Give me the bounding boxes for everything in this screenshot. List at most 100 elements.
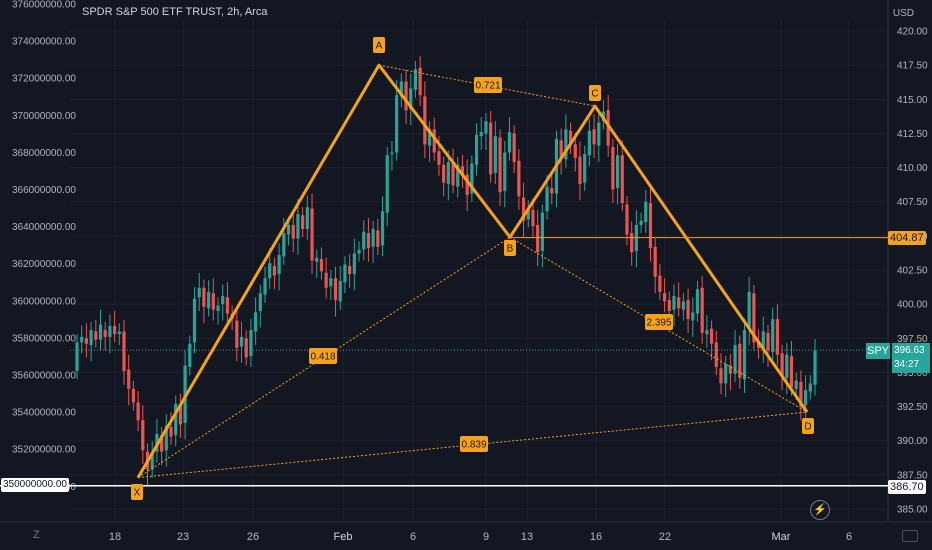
candle-body xyxy=(117,331,121,335)
candle-body xyxy=(136,402,140,421)
candle-body xyxy=(738,343,742,378)
x-axis-tick: 26 xyxy=(247,531,259,543)
candle-body xyxy=(348,265,352,275)
left-axis-tick: 370000000.00 xyxy=(12,111,76,122)
lightning-icon[interactable]: ⚡ xyxy=(810,500,830,520)
point-a-label-text: A xyxy=(376,41,383,52)
candle-body xyxy=(794,380,798,389)
zoom-icon[interactable]: Z xyxy=(33,529,40,541)
candle-body xyxy=(216,305,220,311)
candle-body xyxy=(113,325,117,335)
candle-body xyxy=(611,147,615,190)
right-axis-tick: 412.50 xyxy=(897,129,928,140)
candle-body xyxy=(89,330,93,346)
spy-symbol-tag: SPY xyxy=(866,343,890,359)
candle-body xyxy=(395,95,399,153)
candle-body xyxy=(813,350,817,385)
candle-body xyxy=(108,325,112,337)
candle-body xyxy=(305,207,309,230)
candle-body xyxy=(503,152,507,191)
candle-body xyxy=(587,130,591,156)
x-axis-tick: 23 xyxy=(177,531,189,543)
candle-body xyxy=(338,280,342,302)
candle-body xyxy=(423,96,427,145)
candle-body xyxy=(380,211,385,246)
candle-body xyxy=(385,155,389,213)
candle-body xyxy=(714,342,718,367)
candle-body xyxy=(540,212,544,251)
x-axis-tick: 6 xyxy=(846,531,852,543)
left-axis-tick: 356000000.00 xyxy=(12,371,76,382)
candle-body xyxy=(808,383,812,392)
point-d-label: D xyxy=(802,418,814,434)
left-axis-tick: 360000000.00 xyxy=(12,296,76,307)
left-axis-tick: 362000000.00 xyxy=(12,259,76,270)
candle-body xyxy=(418,67,422,96)
candle-body xyxy=(705,330,709,335)
right-axis-tick: 415.00 xyxy=(897,95,928,106)
candle-body xyxy=(333,278,338,301)
candle-body xyxy=(174,403,178,436)
candle-body xyxy=(479,132,483,137)
candle-body xyxy=(803,390,808,406)
candle-body xyxy=(286,224,291,235)
ratio-bd-label-text: 2.395 xyxy=(646,318,671,329)
candle-body xyxy=(672,295,676,310)
candle-body xyxy=(258,293,262,311)
candle-body xyxy=(648,203,653,249)
point-a-label: A xyxy=(373,37,385,53)
candle-body xyxy=(164,425,168,451)
ratio-xd-label-text: 0.839 xyxy=(461,440,486,451)
currency-label: USD xyxy=(892,8,914,19)
candle-body xyxy=(484,121,488,134)
candle-body xyxy=(122,331,126,372)
candle-body xyxy=(489,122,493,175)
candle-body xyxy=(239,336,244,347)
candle-body xyxy=(211,293,215,310)
point-b-label: B xyxy=(504,240,516,256)
candle-body xyxy=(564,129,568,160)
left-axis-tick: 354000000.00 xyxy=(12,408,76,419)
right-axis-tick: 390.00 xyxy=(897,436,928,447)
point-c-label-text: C xyxy=(591,89,598,100)
candle-body xyxy=(630,233,634,253)
point-a-label-bg xyxy=(373,37,385,53)
candle-body xyxy=(470,163,474,194)
candle-body xyxy=(451,163,455,186)
candle-body xyxy=(272,265,277,276)
candle-body xyxy=(221,295,225,305)
harmonic-pattern-line xyxy=(136,63,809,479)
candle-body xyxy=(766,332,770,351)
ratio-ac-label-text: 0.721 xyxy=(475,81,500,92)
candle-body xyxy=(550,188,554,194)
candle-body xyxy=(747,291,751,329)
point-c-label-bg xyxy=(589,85,601,101)
candle-body xyxy=(606,110,610,146)
candle-body xyxy=(291,224,295,239)
candle-body xyxy=(639,220,643,225)
candle-body xyxy=(160,435,164,452)
candle-body xyxy=(686,300,690,320)
left-axis-tick: 364000000.00 xyxy=(12,222,76,233)
candle-body xyxy=(404,81,408,111)
point-d-label-text: D xyxy=(804,422,811,433)
ratio-ac-label-bg xyxy=(474,77,502,93)
candle-body xyxy=(691,312,695,321)
candle-body xyxy=(700,287,704,333)
candle-body xyxy=(545,186,549,212)
point-b-label-text: B xyxy=(507,244,514,255)
candle-body xyxy=(432,129,436,153)
candle-body xyxy=(709,328,714,344)
x-axis-tick: 9 xyxy=(483,531,489,543)
candle-body xyxy=(446,162,450,184)
candle-body xyxy=(568,130,573,143)
x-axis-tick: Mar xyxy=(772,531,791,543)
candle-body xyxy=(310,208,314,261)
candle-body xyxy=(315,257,319,262)
candle-body xyxy=(80,336,84,343)
candle-body xyxy=(789,356,794,388)
candle-body xyxy=(131,388,136,403)
left-axis-tick: 352000000.00 xyxy=(12,445,76,456)
candle-body xyxy=(376,230,380,247)
